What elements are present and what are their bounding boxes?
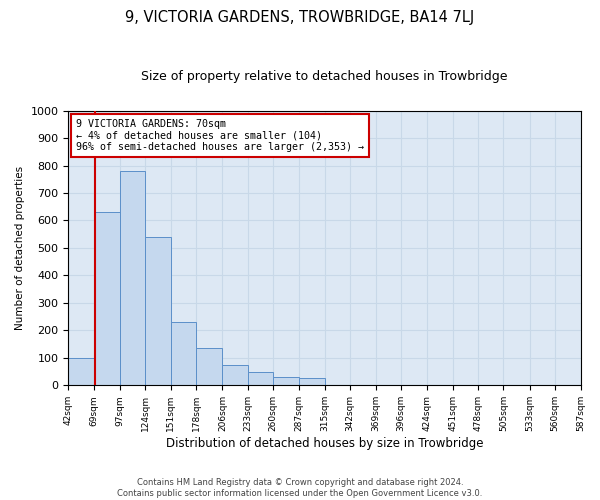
Text: 9 VICTORIA GARDENS: 70sqm
← 4% of detached houses are smaller (104)
96% of semi-: 9 VICTORIA GARDENS: 70sqm ← 4% of detach… (76, 119, 364, 152)
Title: Size of property relative to detached houses in Trowbridge: Size of property relative to detached ho… (141, 70, 508, 83)
Bar (120, 171, 145, 386)
Bar (68, 358, 94, 386)
X-axis label: Distribution of detached houses by size in Trowbridge: Distribution of detached houses by size … (166, 437, 483, 450)
Bar (273, 377, 299, 386)
Bar (94, 212, 120, 386)
Bar (299, 378, 325, 386)
Bar (171, 322, 196, 386)
Bar (248, 372, 273, 386)
Text: 9, VICTORIA GARDENS, TROWBRIDGE, BA14 7LJ: 9, VICTORIA GARDENS, TROWBRIDGE, BA14 7L… (125, 10, 475, 25)
Y-axis label: Number of detached properties: Number of detached properties (15, 166, 25, 330)
Bar (223, 364, 248, 386)
Text: Contains HM Land Registry data © Crown copyright and database right 2024.
Contai: Contains HM Land Registry data © Crown c… (118, 478, 482, 498)
Bar (145, 237, 171, 386)
Bar (196, 348, 223, 386)
